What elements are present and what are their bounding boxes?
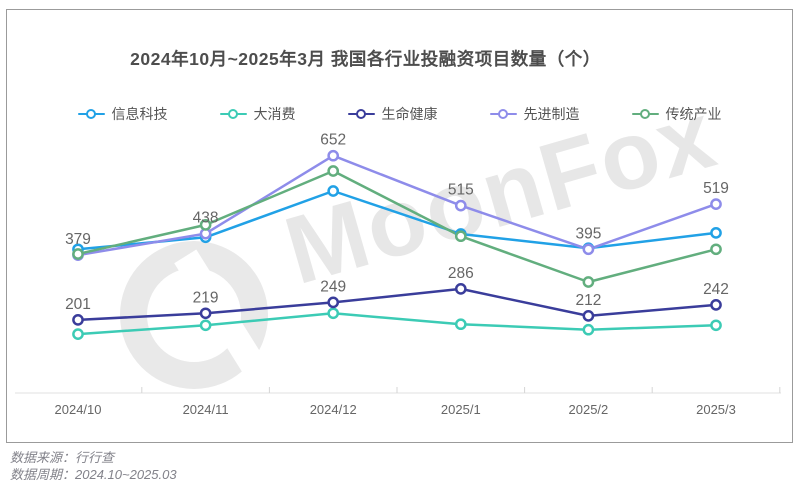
legend-line-dot-icon <box>77 109 105 119</box>
data-source-text: 数据来源：行行查 <box>10 450 115 465</box>
legend-line-dot-icon <box>347 109 375 119</box>
legend-label: 传统产业 <box>665 106 722 122</box>
legend-item-life-health[interactable]: 生命健康 <box>347 104 438 124</box>
legend-item-consumer[interactable]: 大消费 <box>219 104 296 124</box>
chart-title: 2024年10月~2025年3月 我国各行业投融资项目数量（个） <box>130 49 601 69</box>
chart-card: 2024年10月~2025年3月 我国各行业投融资项目数量（个） 信息科技 大消费… <box>6 9 793 443</box>
legend-label: 大消费 <box>253 106 296 122</box>
legend-label: 先进制造 <box>523 106 580 122</box>
legend-label: 信息科技 <box>111 106 168 122</box>
footer: 数据来源：行行查 数据周期：2024.10~2025.03 <box>10 449 177 483</box>
legend-item-info-tech[interactable]: 信息科技 <box>77 104 168 124</box>
legend-line-dot-icon <box>489 109 517 119</box>
chart-legend: 信息科技 大消费 生命健康 先进制造 传统产业 <box>7 104 792 124</box>
legend-item-adv-manufacturing[interactable]: 先进制造 <box>489 104 580 124</box>
legend-line-dot-icon <box>631 109 659 119</box>
moonfox-logo-slice <box>174 249 276 391</box>
legend-label: 生命健康 <box>381 106 438 122</box>
legend-line-dot-icon <box>219 109 247 119</box>
data-period-text: 数据周期：2024.10~2025.03 <box>10 467 177 483</box>
legend-item-traditional-industry[interactable]: 传统产业 <box>631 104 722 124</box>
moonfox-logo-icon <box>120 241 268 389</box>
